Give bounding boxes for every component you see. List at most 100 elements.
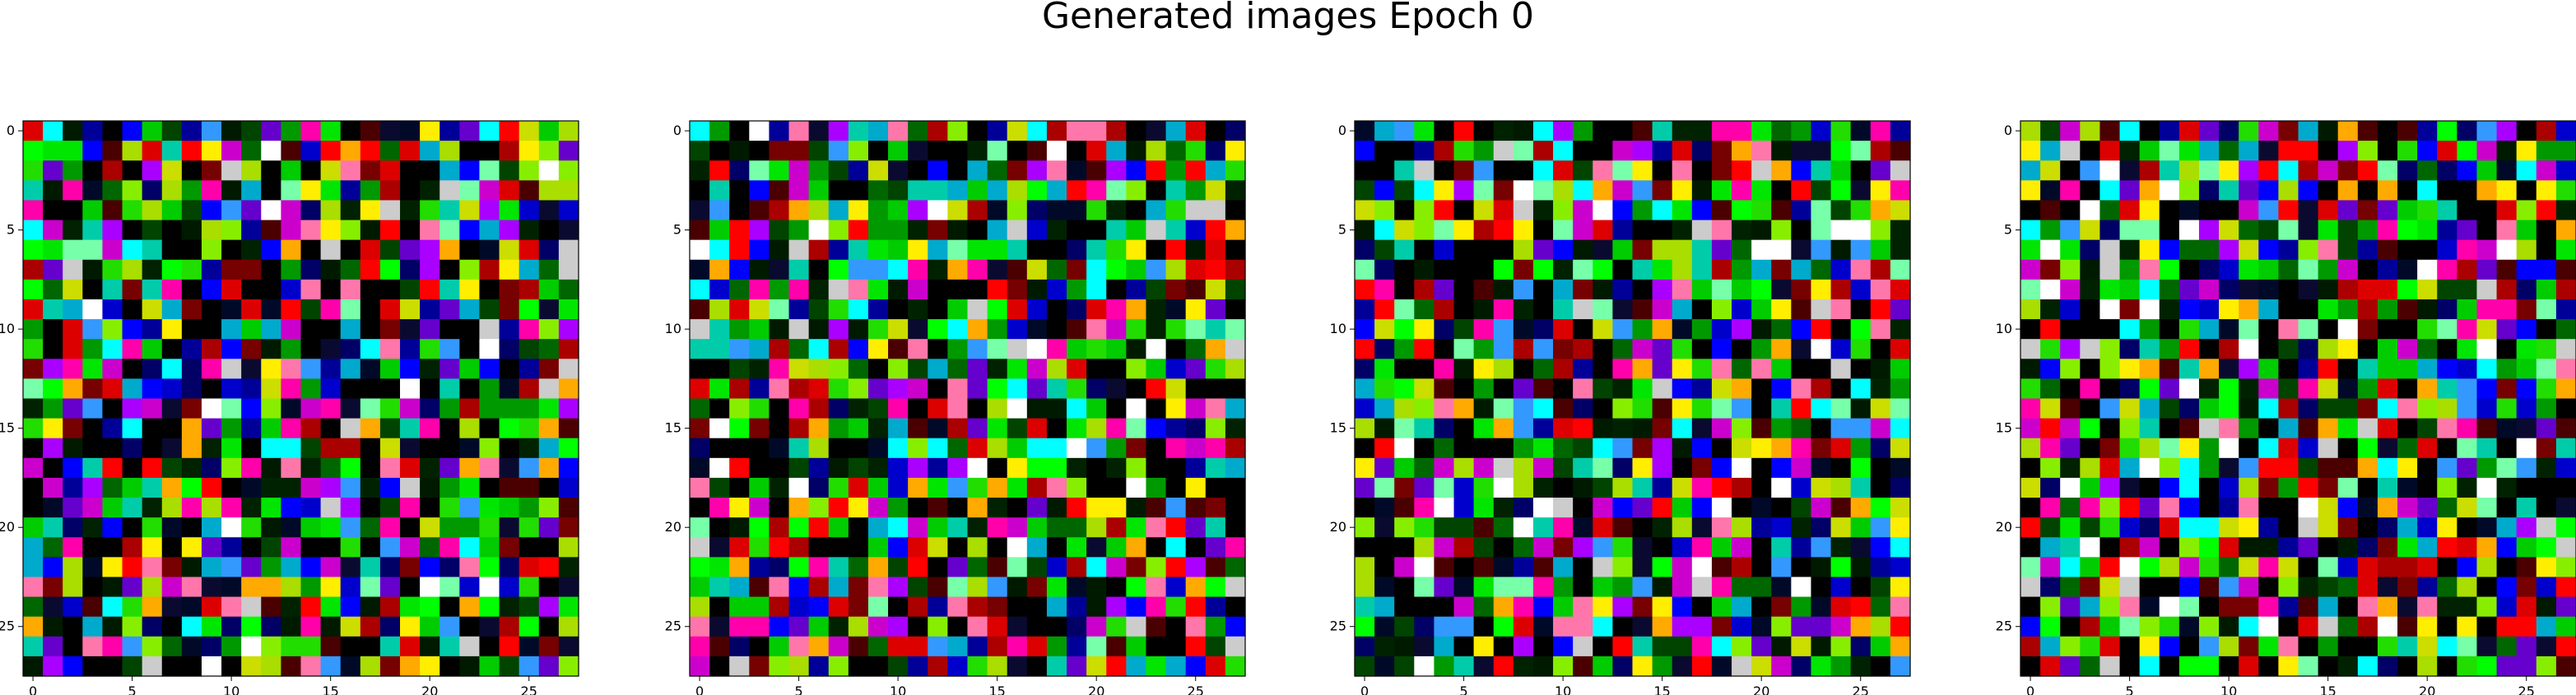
pixel-cell	[867, 616, 889, 637]
pixel-cell	[420, 656, 440, 677]
pixel-cell	[420, 339, 440, 359]
pixel-cell	[1652, 299, 1673, 320]
pixel-cell	[2159, 577, 2180, 598]
pixel-cell	[2417, 339, 2438, 359]
pixel-cell	[1732, 636, 1752, 657]
pixel-cell	[2417, 616, 2438, 637]
pixel-cell	[1652, 141, 1673, 161]
pixel-cell	[2337, 616, 2359, 637]
pixel-cell	[43, 339, 63, 359]
pixel-cell	[558, 656, 579, 677]
pixel-cell	[1732, 378, 1752, 400]
pixel-cell	[808, 557, 830, 578]
pixel-cell	[828, 339, 849, 359]
pixel-cell	[709, 259, 730, 280]
pixel-cell	[2496, 636, 2518, 657]
pixel-cell	[1106, 656, 1127, 677]
pixel-cell	[1106, 259, 1127, 280]
pixel-cell	[2099, 616, 2121, 637]
pixel-cell	[2178, 299, 2200, 320]
pixel-cell	[2377, 239, 2398, 261]
pixel-cell	[320, 477, 342, 498]
pixel-cell	[788, 259, 810, 280]
pixel-cell	[1414, 438, 1435, 459]
pixel-cell	[379, 339, 401, 359]
pixel-cell	[1513, 180, 1534, 202]
pixel-cell	[1691, 457, 1713, 479]
pixel-cell	[1086, 121, 1107, 141]
pixel-cell	[1185, 319, 1207, 340]
pixel-cell	[201, 359, 222, 379]
pixel-cell	[400, 596, 421, 618]
pixel-cell	[1830, 457, 1852, 479]
pixel-cell	[2437, 259, 2457, 280]
pixel-cell	[23, 616, 44, 637]
pixel-cell	[538, 259, 560, 280]
pixel-cell	[558, 220, 579, 241]
pixel-cell	[709, 457, 730, 479]
pixel-cell	[1434, 319, 1455, 340]
pixel-cell	[1126, 557, 1147, 578]
pixel-cell	[181, 517, 202, 538]
pixel-cell	[2178, 259, 2200, 280]
pixel-cell	[2377, 121, 2398, 141]
pixel-cell	[769, 616, 790, 637]
pixel-cell	[2437, 537, 2457, 558]
pixel-cell	[1165, 220, 1187, 241]
pixel-cell	[2437, 279, 2457, 300]
pixel-cell	[340, 596, 361, 618]
pixel-cell	[23, 557, 44, 578]
pixel-cell	[1732, 517, 1752, 538]
pixel-cell	[1165, 279, 1187, 300]
pixel-cell	[1711, 537, 1732, 558]
pixel-cell	[2040, 339, 2061, 359]
pixel-cell	[1067, 220, 1087, 241]
y-tick-label: 15	[0, 420, 15, 436]
pixel-cell	[1890, 557, 1911, 578]
pixel-cell	[379, 378, 401, 400]
pixel-cell	[1890, 498, 1911, 518]
pixel-cell	[1126, 577, 1147, 598]
pixel-cell	[2040, 577, 2061, 598]
pixel-cell	[2457, 656, 2478, 677]
pixel-cell	[987, 457, 1008, 479]
pixel-cell	[690, 438, 710, 459]
pixel-cell	[1612, 498, 1634, 518]
pixel-cell	[1593, 378, 1613, 400]
pixel-cell	[2080, 299, 2101, 320]
pixel-cell	[479, 557, 500, 578]
pixel-cell	[1026, 537, 1048, 558]
pixel-cell	[1691, 180, 1713, 202]
pixel-cell	[420, 438, 440, 459]
pixel-cell	[1046, 339, 1067, 359]
pixel-cell	[1811, 557, 1832, 578]
pixel-cell	[1414, 200, 1435, 221]
pixel-cell	[2258, 398, 2279, 419]
pixel-cell	[1026, 596, 1048, 618]
pixel-cell	[360, 359, 381, 379]
pixel-cell	[2060, 438, 2081, 459]
pixel-cell	[2178, 339, 2200, 359]
pixel-cell	[1513, 656, 1534, 677]
pixel-cell	[1890, 239, 1911, 261]
pixel-cell	[1652, 517, 1673, 538]
pixel-cell	[499, 279, 520, 300]
pixel-cell	[2060, 596, 2081, 618]
pixel-cell	[1711, 577, 1732, 598]
pixel-cell	[769, 220, 790, 241]
pixel-cell	[1732, 477, 1752, 498]
pixel-cell	[848, 537, 869, 558]
pixel-cell	[1593, 616, 1613, 637]
pixel-cell	[2239, 498, 2259, 518]
pixel-cell	[161, 477, 183, 498]
pixel-cell	[1573, 299, 1593, 320]
pixel-cell	[1205, 616, 1226, 637]
pixel-cell	[1890, 200, 1911, 221]
pixel-cell	[2516, 259, 2537, 280]
pixel-cell	[1146, 160, 1167, 181]
pixel-cell	[769, 438, 790, 459]
pixel-cell	[867, 180, 889, 202]
pixel-cell	[1205, 457, 1226, 479]
pixel-cell	[63, 239, 83, 261]
pixel-cell	[2020, 319, 2041, 340]
